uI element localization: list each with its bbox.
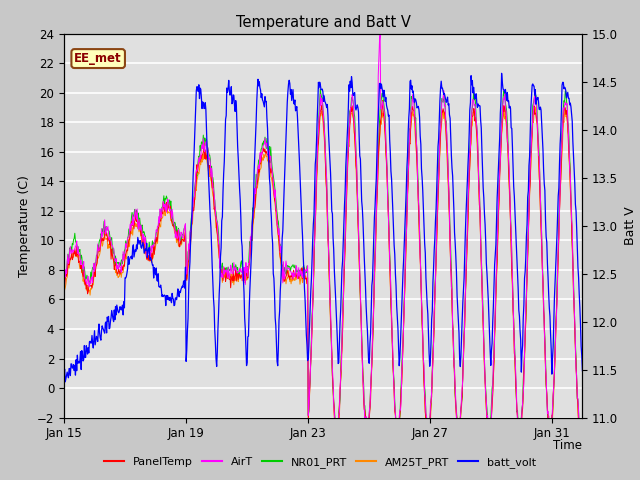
Y-axis label: Batt V: Batt V [624,206,637,245]
Text: EE_met: EE_met [74,52,122,65]
Y-axis label: Temperature (C): Temperature (C) [19,175,31,276]
Legend: PanelTemp, AirT, NR01_PRT, AM25T_PRT, batt_volt: PanelTemp, AirT, NR01_PRT, AM25T_PRT, ba… [100,452,540,472]
X-axis label: Time: Time [554,439,582,452]
Title: Temperature and Batt V: Temperature and Batt V [236,15,411,30]
